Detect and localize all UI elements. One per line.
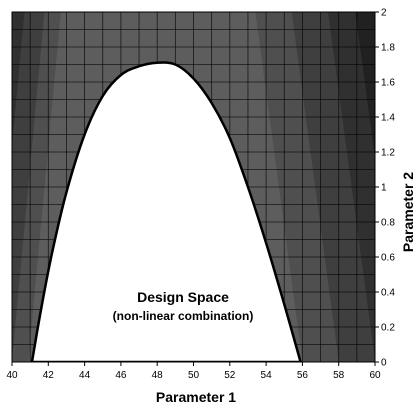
x-tick-label: 42 xyxy=(43,370,55,381)
x-tick-label: 46 xyxy=(115,370,127,381)
y-tick-label: 0.4 xyxy=(381,288,395,299)
design-space-layer xyxy=(30,61,302,362)
x-tick-label: 44 xyxy=(79,370,91,381)
design-space-sublabel: (non-linear combination) xyxy=(113,309,254,323)
design-space-label: Design Space xyxy=(137,289,229,305)
x-tick-label: 54 xyxy=(261,370,273,381)
y-tick-label: 1.4 xyxy=(381,113,395,124)
x-tick-label: 48 xyxy=(152,370,164,381)
x-tick-label: 40 xyxy=(6,370,18,381)
x-axis-ticks: 40 42 44 46 48 50 52 54 56 58 60 xyxy=(6,362,381,381)
x-tick-label: 56 xyxy=(297,370,309,381)
x-tick-label: 60 xyxy=(369,370,381,381)
design-space-region xyxy=(30,61,302,362)
x-axis-title: Parameter 1 xyxy=(156,389,236,405)
y-tick-label: 1.2 xyxy=(381,148,395,159)
x-tick-label: 50 xyxy=(188,370,200,381)
contour-band-left-3 xyxy=(12,12,25,149)
y-tick-label: 1 xyxy=(381,183,387,194)
y-axis-ticks: 0 0.2 0.4 0.6 0.8 1 1.2 1.4 1.6 1.8 2 xyxy=(375,8,395,369)
y-axis-title: Parameter 2 xyxy=(400,172,416,252)
y-tick-label: 0.2 xyxy=(381,323,395,334)
y-tick-label: 0.8 xyxy=(381,218,395,229)
contour-band-left-4 xyxy=(0,12,5,362)
y-tick-label: 1.8 xyxy=(381,43,395,54)
y-tick-label: 1.6 xyxy=(381,78,395,89)
y-tick-label: 2 xyxy=(381,8,387,19)
y-tick-label: 0 xyxy=(381,358,387,369)
y-tick-label: 0.6 xyxy=(381,253,395,264)
x-tick-label: 58 xyxy=(333,370,345,381)
contour-band-right-4 xyxy=(355,12,375,161)
x-tick-label: 52 xyxy=(224,370,236,381)
